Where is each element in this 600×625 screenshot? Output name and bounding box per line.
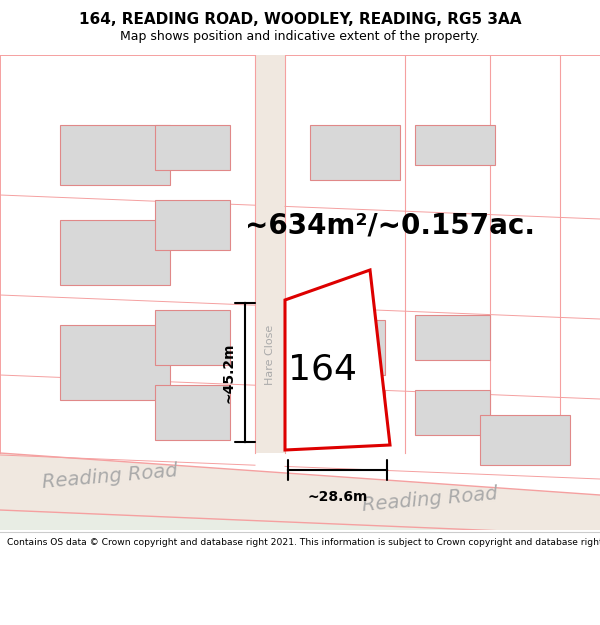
Text: Map shows position and indicative extent of the property.: Map shows position and indicative extent…: [120, 30, 480, 43]
Polygon shape: [255, 55, 285, 453]
Bar: [310, 320, 385, 375]
Bar: [310, 125, 400, 180]
Bar: [155, 310, 230, 365]
Text: 164, READING ROAD, WOODLEY, READING, RG5 3AA: 164, READING ROAD, WOODLEY, READING, RG5…: [79, 12, 521, 27]
Bar: [155, 200, 230, 250]
Text: 164: 164: [287, 353, 356, 387]
Bar: [155, 125, 230, 170]
Bar: [415, 315, 490, 360]
Bar: [415, 125, 495, 165]
Bar: [310, 390, 385, 445]
Text: ~634m²/~0.157ac.: ~634m²/~0.157ac.: [245, 211, 535, 239]
Bar: [60, 325, 170, 400]
Bar: [415, 390, 490, 435]
Bar: [60, 220, 170, 285]
Bar: [60, 125, 170, 185]
Polygon shape: [0, 510, 600, 585]
Text: Reading Road: Reading Road: [41, 462, 179, 492]
Text: Hare Close: Hare Close: [265, 325, 275, 385]
Text: ~28.6m: ~28.6m: [307, 490, 368, 504]
Polygon shape: [285, 270, 390, 450]
Bar: [155, 385, 230, 440]
Polygon shape: [0, 453, 600, 535]
Text: ~45.2m: ~45.2m: [221, 342, 235, 403]
Bar: [480, 415, 570, 465]
Text: Reading Road: Reading Road: [361, 484, 499, 516]
Text: Contains OS data © Crown copyright and database right 2021. This information is : Contains OS data © Crown copyright and d…: [7, 538, 600, 547]
